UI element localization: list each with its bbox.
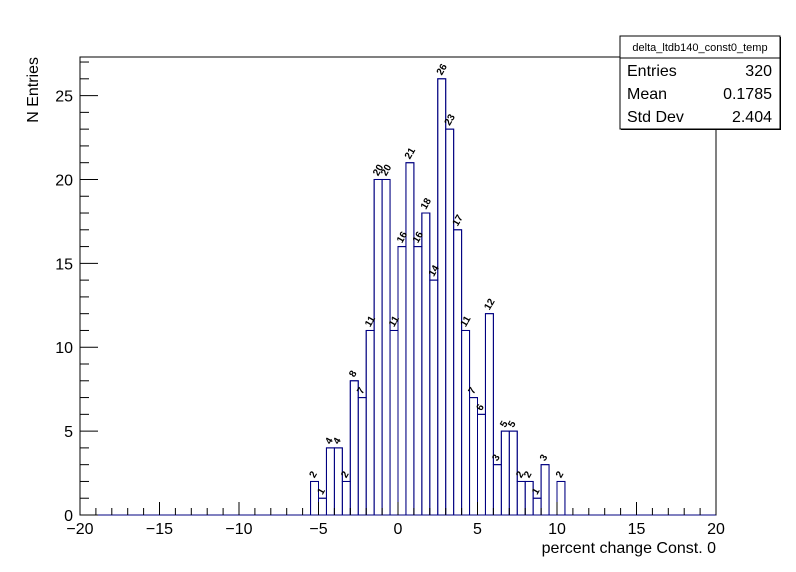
histogram-bar (445, 128, 455, 516)
x-tick-label: −15 (146, 521, 173, 538)
x-tick-label: −10 (225, 521, 252, 538)
bin-count-label: 2 (522, 469, 535, 480)
bin-count-label: 16 (411, 230, 426, 246)
bin-count-label: 4 (331, 436, 344, 447)
stats-row-value: 2.404 (732, 109, 772, 126)
stats-row-value: 0.1785 (723, 86, 772, 103)
stats-row-label: Entries (627, 63, 677, 80)
histogram-bar (349, 380, 359, 516)
histogram-bar (429, 279, 439, 516)
bin-count-label: 2 (308, 469, 321, 480)
bin-count-label: 2 (554, 469, 567, 480)
histogram-bar (461, 329, 471, 516)
bin-count-label: 2 (339, 469, 352, 480)
stats-row-value: 320 (745, 63, 772, 80)
y-tick-label: 25 (55, 89, 73, 106)
y-tick-label: 10 (55, 340, 73, 357)
histogram-bar (540, 464, 550, 516)
stats-box-title: delta_ltdb140_const0_temp (632, 42, 767, 54)
bin-count-label: 1 (530, 486, 543, 497)
stats-row-label: Mean (627, 86, 667, 103)
histogram-bar (516, 480, 526, 516)
bin-count-label: 23 (443, 112, 458, 128)
x-tick-label: −20 (66, 521, 93, 538)
x-tick-label: 20 (707, 521, 725, 538)
histogram-bar (484, 313, 494, 516)
bin-count-label: 20 (371, 162, 386, 178)
x-tick-label: 0 (394, 521, 403, 538)
histogram-bar (318, 497, 327, 516)
histogram-bar (492, 464, 502, 516)
bin-count-label: 11 (363, 314, 378, 329)
histogram-bar (373, 178, 383, 516)
y-axis-title: N Entries (25, 57, 42, 123)
bin-count-label: 5 (498, 419, 511, 430)
y-tick-label: 0 (64, 508, 73, 525)
histogram-bar (365, 329, 375, 516)
x-axis-title: percent change Const. 0 (542, 540, 716, 557)
bin-count-label: 7 (355, 385, 368, 396)
histogram-bar (325, 447, 335, 516)
bin-count-label: 3 (490, 452, 503, 463)
histogram-bar (341, 480, 351, 516)
bin-count-label: 26 (435, 62, 450, 78)
stats-box (619, 35, 781, 130)
bin-count-label: 5 (506, 419, 519, 430)
bin-count-label: 11 (387, 314, 402, 329)
histogram-bar (500, 430, 510, 516)
histogram-bar (381, 178, 391, 516)
histogram-bar (508, 430, 518, 516)
histogram-bar (405, 162, 415, 516)
bin-count-label: 16 (395, 230, 410, 246)
bin-count-label: 11 (459, 314, 474, 329)
bin-count-label: 2 (514, 469, 527, 480)
bin-count-label: 20 (379, 162, 394, 178)
bin-count-label: 17 (451, 213, 466, 229)
bin-count-label: 21 (403, 146, 418, 162)
bin-count-label: 18 (419, 196, 434, 212)
y-tick-label: 15 (55, 256, 73, 273)
histogram-bar (437, 78, 447, 516)
x-tick-label: 10 (548, 521, 566, 538)
stats-row-label: Std Dev (627, 109, 684, 126)
histogram-bar (469, 397, 478, 516)
histogram-bar (477, 413, 486, 516)
bin-count-label: 3 (538, 452, 551, 463)
histogram-bar (413, 246, 423, 516)
histogram-bar (389, 329, 399, 516)
histogram-bar (556, 480, 566, 516)
bin-count-label: 6 (475, 402, 488, 413)
bin-count-label: 8 (347, 369, 360, 380)
y-tick-label: 20 (55, 172, 73, 189)
bin-count-label: 14 (427, 263, 442, 279)
histogram-bar (421, 212, 431, 516)
bin-count-label: 1 (316, 486, 329, 497)
bin-count-label: 12 (482, 297, 497, 313)
histogram-bar (453, 229, 463, 516)
y-tick-label: 5 (64, 424, 73, 441)
x-tick-label: −5 (309, 521, 327, 538)
histogram-bar (397, 246, 407, 516)
bin-count-label: 7 (467, 385, 480, 396)
bin-count-label: 4 (323, 436, 336, 447)
histogram-bar (357, 397, 367, 516)
histogram-bar (532, 497, 542, 516)
histogram-bar (333, 447, 343, 516)
x-tick-label: 5 (473, 521, 482, 538)
x-tick-label: 15 (628, 521, 646, 538)
